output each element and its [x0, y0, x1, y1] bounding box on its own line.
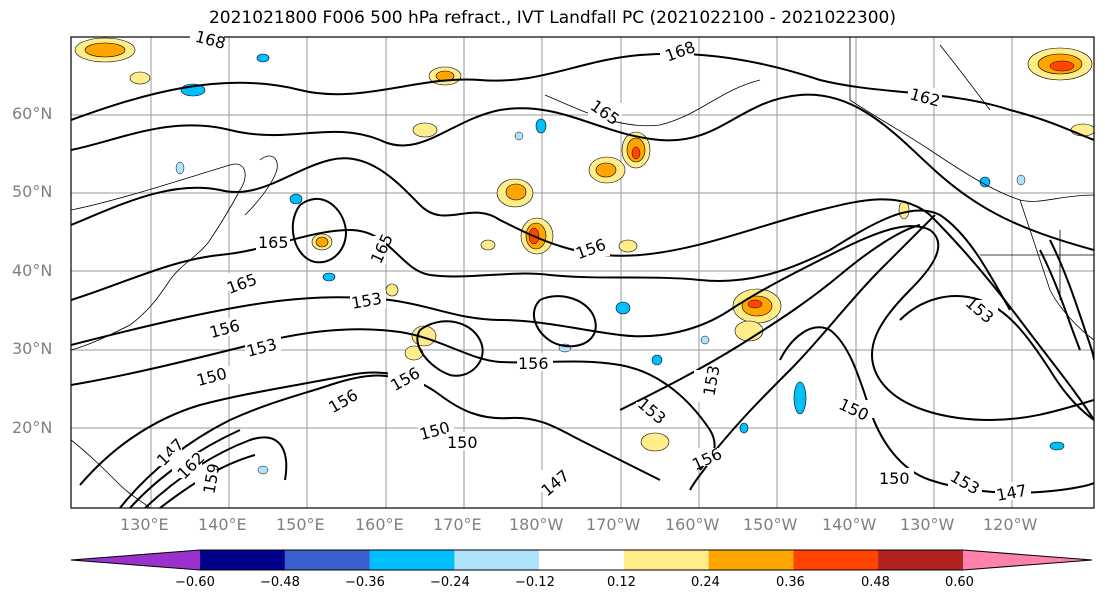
filled-patches — [74, 37, 1094, 475]
lat-label: 40°N — [12, 261, 53, 280]
colorbar-tick: 0.12 — [607, 575, 636, 590]
lon-label: 130°W — [900, 515, 955, 534]
lat-label: 50°N — [12, 182, 53, 201]
lat-label: 60°N — [12, 104, 53, 123]
colorbar-tick: −0.24 — [430, 575, 470, 590]
colorbar-segment — [878, 550, 964, 570]
contour-label: 156 — [518, 354, 549, 373]
lon-label: 170°W — [586, 515, 641, 534]
colorbar-segment — [539, 550, 625, 570]
colorbar-tick: −0.60 — [175, 575, 215, 590]
colorbar-tick: 0.36 — [776, 575, 805, 590]
colorbar-segment — [369, 550, 455, 570]
colorbar-segment — [200, 550, 286, 570]
contour-label: 150 — [879, 469, 910, 488]
colorbar-segment — [708, 550, 794, 570]
colorbar-tick: −0.12 — [515, 575, 555, 590]
lat-label: 30°N — [12, 339, 53, 358]
colorbar-tick: −0.36 — [345, 575, 385, 590]
colorbar-tick: 0.48 — [861, 575, 890, 590]
lon-label: 180°W — [509, 515, 564, 534]
lon-label: 150°W — [743, 515, 798, 534]
colorbar-segment — [623, 550, 710, 570]
lon-label: 150°E — [276, 515, 325, 534]
colorbar-tick: 0.24 — [691, 575, 720, 590]
contour-label: 150 — [447, 433, 478, 452]
lon-label: 160°W — [665, 515, 720, 534]
lon-label: 140°W — [822, 515, 877, 534]
map-title: 2021021800 F006 500 hPa refract., IVT La… — [208, 8, 896, 28]
contour-label: 165 — [258, 233, 289, 252]
lon-label: 140°E — [198, 515, 247, 534]
lon-label: 160°E — [355, 515, 404, 534]
lon-label: 120°W — [983, 515, 1038, 534]
contour-labels: 168 168 165 162 165 165 165 156 153 156 … — [152, 27, 1031, 505]
colorbar-tick: −0.48 — [260, 575, 300, 590]
colorbar-segment — [454, 550, 540, 570]
colorbar-segment — [793, 550, 879, 570]
colorbar — [70, 549, 1093, 571]
lon-label: 170°E — [433, 515, 482, 534]
colorbar-tick: 0.60 — [945, 575, 974, 590]
lat-label: 20°N — [12, 418, 53, 437]
colorbar-extend-high — [963, 550, 1092, 570]
colorbar-segment — [284, 550, 371, 570]
colorbar-extend-low — [71, 550, 200, 570]
lon-label: 130°E — [120, 515, 169, 534]
